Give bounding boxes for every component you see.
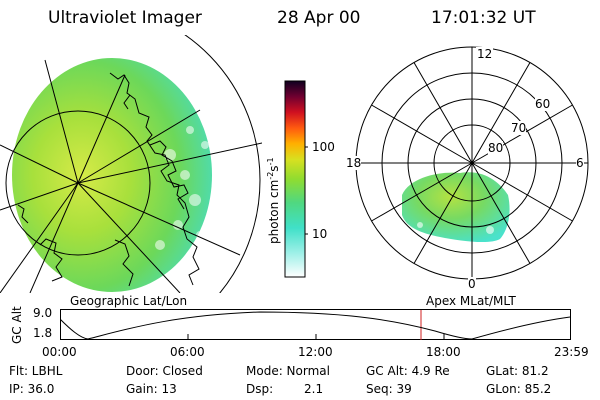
glat-status: GLat: 81.2: [486, 364, 549, 378]
geographic-grid: [0, 35, 262, 293]
glon-status: GLon: 85.2: [486, 382, 552, 396]
altitude-tick-1-8: 1.8: [33, 326, 53, 340]
time-tick-2359: 23:59: [554, 345, 589, 359]
mlat-label-60: 60: [535, 97, 551, 111]
altitude-axis-label: GC Alt: [10, 306, 24, 344]
mlat-label-70: 70: [511, 121, 527, 135]
ip-status: IP: 36.0: [9, 382, 55, 396]
time-label: 17:01:32 UT: [431, 8, 536, 28]
altitude-plot: [60, 309, 571, 340]
altitude-curve: [60, 311, 571, 340]
colorbar: [284, 80, 308, 278]
mlat-label-80: 80: [488, 141, 504, 155]
time-tick-1800: 18:00: [426, 345, 461, 359]
unit-exponent-cm: -2: [266, 171, 275, 180]
date-label: 28 Apr 00: [277, 8, 361, 28]
time-tick-1200: 12:00: [298, 345, 333, 359]
instrument-title: Ultraviolet Imager: [48, 8, 202, 28]
seq-status: Seq: 39: [366, 382, 412, 396]
colorbar-tick-100: 100: [312, 140, 335, 154]
mlt-label-12: 12: [476, 47, 494, 61]
coastline: [17, 72, 200, 287]
time-tick-0600: 06:00: [170, 345, 205, 359]
mode-status: Mode: Normal: [246, 364, 330, 378]
dsp-label: Dsp:: [246, 382, 274, 396]
unit-base: photon cm: [267, 179, 281, 244]
unit-seconds: s: [267, 165, 281, 172]
mlt-label-0: 0: [468, 277, 476, 291]
auroral-emission-region: [12, 58, 212, 292]
geographic-image: [0, 35, 262, 293]
unit-exponent-s: -1: [266, 157, 275, 166]
colorbar-tick-10: 10: [312, 227, 328, 241]
mlt-label-18: 18: [346, 156, 362, 170]
apex-label: Apex MLat/MLT: [426, 294, 516, 308]
time-tick-0000: 00:00: [42, 345, 77, 359]
gain-status: Gain: 13: [126, 382, 177, 396]
mlt-label-6: 6: [576, 156, 584, 170]
door-status: Door: Closed: [126, 364, 203, 378]
polar-grid: [355, 46, 589, 280]
colorbar-unit-label: photon cm-2s-1: [266, 157, 281, 244]
geographic-label: Geographic Lat/Lon: [70, 294, 188, 308]
auroral-oval: [402, 172, 510, 243]
dsp-value: 2.1: [304, 382, 324, 396]
polar-plot: [355, 46, 589, 280]
gc-alt-status: GC Alt: 4.9 Re: [366, 364, 450, 378]
altitude-tick-9: 9.0: [33, 306, 53, 320]
filter-status: Flt: LBHL: [9, 364, 63, 378]
